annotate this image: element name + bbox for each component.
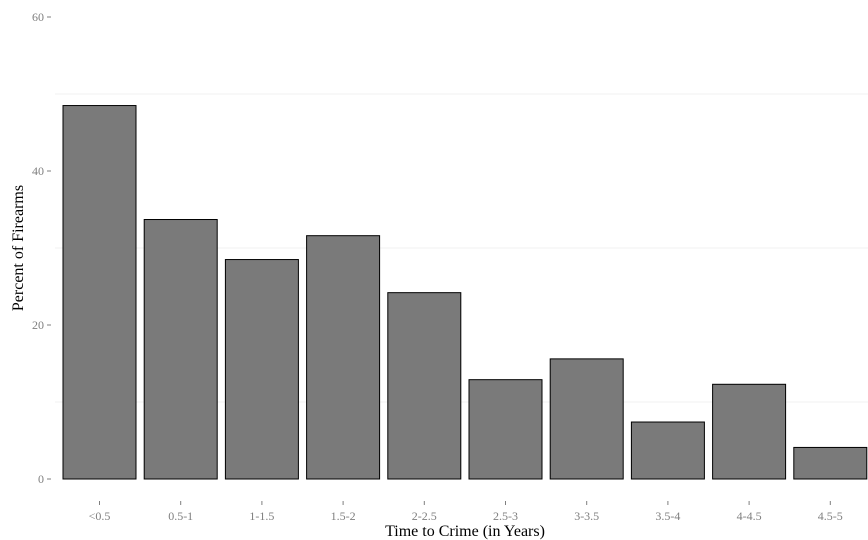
bar	[630, 421, 705, 480]
bars-layer	[62, 105, 868, 480]
bar	[143, 219, 218, 480]
x-tick-label: 3-3.5	[574, 509, 599, 523]
x-tick-label: 2-2.5	[412, 509, 437, 523]
bar	[712, 383, 787, 480]
x-tick-label: 3.5-4	[655, 509, 680, 523]
y-tick-label: 0	[38, 472, 44, 486]
x-tick-label: 4-4.5	[737, 509, 762, 523]
x-tick-label: 0.5-1	[168, 509, 193, 523]
bar	[62, 105, 137, 480]
bar	[306, 235, 381, 480]
x-tick-label: 1-1.5	[249, 509, 274, 523]
bar	[468, 379, 543, 480]
y-tick-label: 20	[32, 318, 44, 332]
axis-layer: 0 20 40 60 <0.5 0.5-1 1-1.5 1.5-2 2-2.5 2.5-3 3-3.…	[32, 10, 843, 523]
bar	[224, 259, 299, 480]
x-tick-label: <0.5	[89, 509, 111, 523]
y-tick-label: 60	[32, 10, 44, 24]
bar	[387, 292, 462, 480]
x-tick-label: 2.5-3	[493, 509, 518, 523]
x-tick-label: 4.5-5	[818, 509, 843, 523]
x-axis-title: Time to Crime (in Years)	[385, 523, 545, 540]
bar	[793, 446, 868, 480]
bar	[549, 358, 624, 480]
y-axis-title: Percent of Firearms	[10, 185, 27, 311]
y-tick-label: 40	[32, 164, 44, 178]
x-tick-label: 1.5-2	[331, 509, 356, 523]
